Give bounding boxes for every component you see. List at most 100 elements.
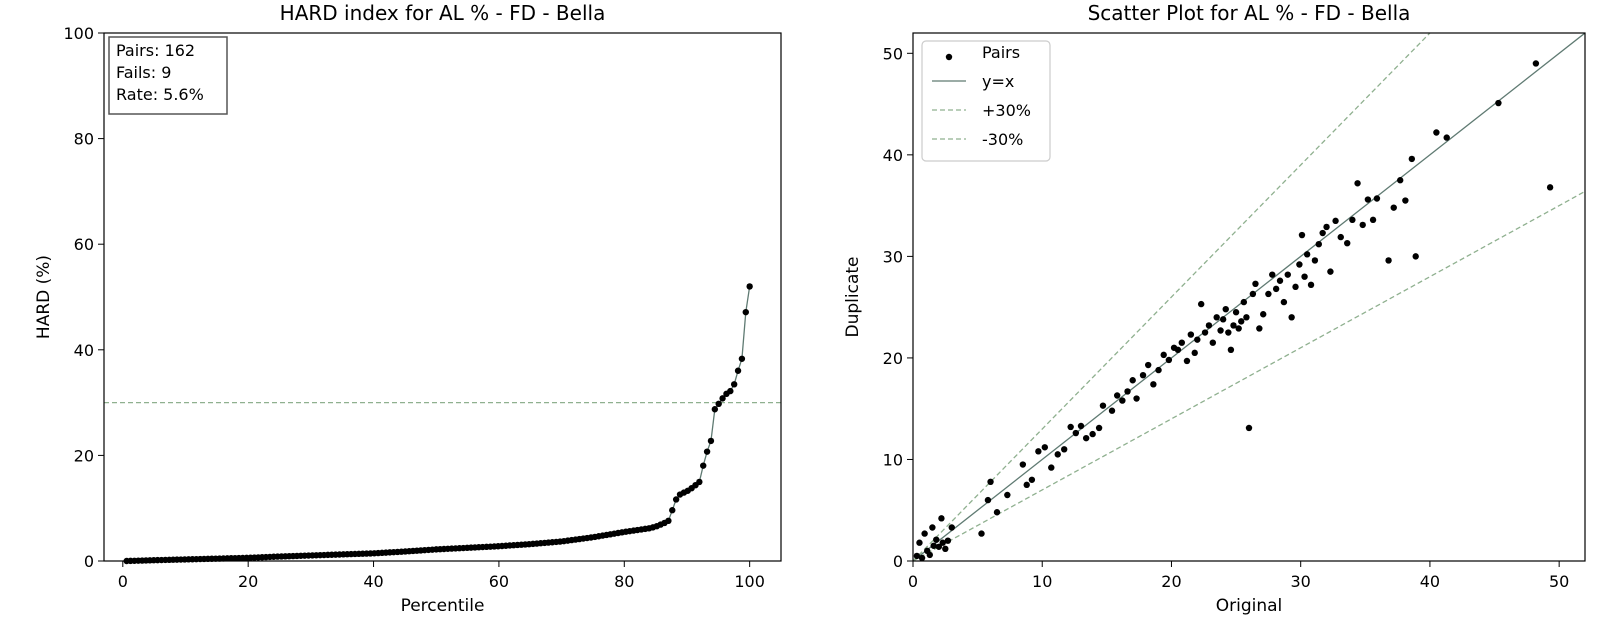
hard-xtick-label: 40 <box>363 572 383 591</box>
scatter-point <box>1150 381 1157 388</box>
scatter-point <box>1315 241 1322 248</box>
scatter-point <box>1145 361 1152 369</box>
scatter-point <box>978 530 985 537</box>
scatter-point <box>1402 197 1409 204</box>
scatter-xtick-label: 20 <box>1161 572 1181 591</box>
scatter-point <box>1139 371 1147 379</box>
scatter-point <box>929 524 936 531</box>
hard-curve-point <box>700 462 707 469</box>
scatter-point <box>1280 298 1288 306</box>
scatter-title: Scatter Plot for AL % - FD - Bella <box>1088 1 1411 25</box>
hard-stats-line: Pairs: 162 <box>116 41 195 60</box>
scatter-point <box>1397 177 1404 184</box>
scatter-point <box>1113 392 1121 399</box>
scatter-legend-label: -30% <box>982 130 1023 149</box>
scatter-point <box>1288 314 1295 321</box>
scatter-ytick-label: 0 <box>893 552 903 571</box>
scatter-point <box>933 536 940 543</box>
scatter-point <box>1532 60 1540 67</box>
scatter-point <box>1019 461 1027 468</box>
scatter-point <box>1269 271 1276 278</box>
hard-curve-line <box>126 286 751 561</box>
scatter-point <box>1119 397 1126 404</box>
scatter-point <box>1222 305 1229 313</box>
scatter-legend-label: +30% <box>982 101 1031 120</box>
scatter-point <box>1155 366 1162 374</box>
scatter-point <box>926 551 933 559</box>
hard-title: HARD index for AL % - FD - Bella <box>280 1 606 25</box>
scatter-point <box>1433 129 1440 136</box>
scatter-point <box>930 542 937 549</box>
hard-curve-point <box>672 496 680 503</box>
scatter-point <box>1390 204 1397 211</box>
scatter-ytick-label: 50 <box>883 44 903 63</box>
hard-xtick-label: 100 <box>734 572 765 591</box>
scatter-point <box>1301 273 1308 280</box>
scatter-point <box>1260 311 1267 318</box>
scatter-upper-bound-line <box>913 33 1431 561</box>
scatter-point <box>984 496 992 504</box>
scatter-lower-bound-line <box>913 190 1585 561</box>
scatter-legend-label: y=x <box>982 72 1014 91</box>
scatter-point <box>1183 357 1191 365</box>
scatter-point <box>1124 388 1131 395</box>
scatter-point <box>1082 434 1090 442</box>
scatter-point <box>1201 329 1209 336</box>
hard-plot-frame <box>103 32 782 562</box>
hard-ytick-label: 100 <box>63 24 94 43</box>
hard-curve-point <box>734 367 742 374</box>
scatter-point <box>1077 422 1085 430</box>
scatter-point <box>1191 349 1198 357</box>
scatter-legend-box <box>921 40 1051 162</box>
scatter-point <box>1061 446 1068 453</box>
scatter-point <box>944 537 952 544</box>
scatter-ytick-label: 30 <box>883 247 903 266</box>
scatter-point <box>1243 314 1250 321</box>
hard-ytick-label: 20 <box>74 446 94 465</box>
hard-curve-point <box>707 437 715 445</box>
scatter-legend-label: Pairs <box>982 43 1020 62</box>
scatter-point <box>1323 223 1330 231</box>
hard-curve-point <box>669 507 676 514</box>
scatter-point <box>1235 325 1242 332</box>
scatter-point <box>1256 325 1263 332</box>
scatter-point <box>1174 346 1182 353</box>
scatter-point <box>913 552 921 560</box>
scatter-point <box>1023 481 1030 489</box>
scatter-point <box>1178 339 1186 346</box>
scatter-xtick-label: 30 <box>1291 572 1311 591</box>
scatter-point <box>939 539 946 546</box>
scatter-point <box>1296 261 1303 268</box>
scatter-point <box>916 539 923 546</box>
hard-y-axis-label: HARD (%) <box>34 255 54 339</box>
scatter-point <box>1298 231 1306 239</box>
hard-ytick-label: 80 <box>74 130 94 149</box>
scatter-point <box>942 545 949 553</box>
scatter-ytick-label: 40 <box>883 146 903 165</box>
scatter-point <box>1213 314 1220 321</box>
scatter-point <box>1225 329 1232 336</box>
scatter-point <box>938 515 945 522</box>
scatter-point <box>1067 423 1074 431</box>
scatter-xtick-label: 50 <box>1549 572 1569 591</box>
scatter-point <box>1408 155 1416 163</box>
scatter-point <box>1230 322 1237 329</box>
scatter-point <box>1369 216 1377 224</box>
scatter-point <box>1292 283 1299 291</box>
scatter-point <box>1089 430 1096 438</box>
scatter-point <box>1217 327 1224 334</box>
hard-xtick-label: 80 <box>614 572 634 591</box>
scatter-point <box>1385 257 1392 264</box>
scatter-point <box>1035 448 1042 455</box>
scatter-point <box>1265 290 1272 298</box>
scatter-point <box>948 524 955 531</box>
scatter-point <box>993 509 1001 516</box>
scatter-point <box>1205 322 1213 329</box>
scatter-point <box>1194 336 1201 343</box>
scatter-point <box>1354 180 1361 187</box>
scatter-point <box>1332 217 1339 225</box>
hard-curve-point <box>727 387 734 395</box>
hard-curve-point <box>715 400 722 408</box>
scatter-point <box>1129 377 1136 384</box>
